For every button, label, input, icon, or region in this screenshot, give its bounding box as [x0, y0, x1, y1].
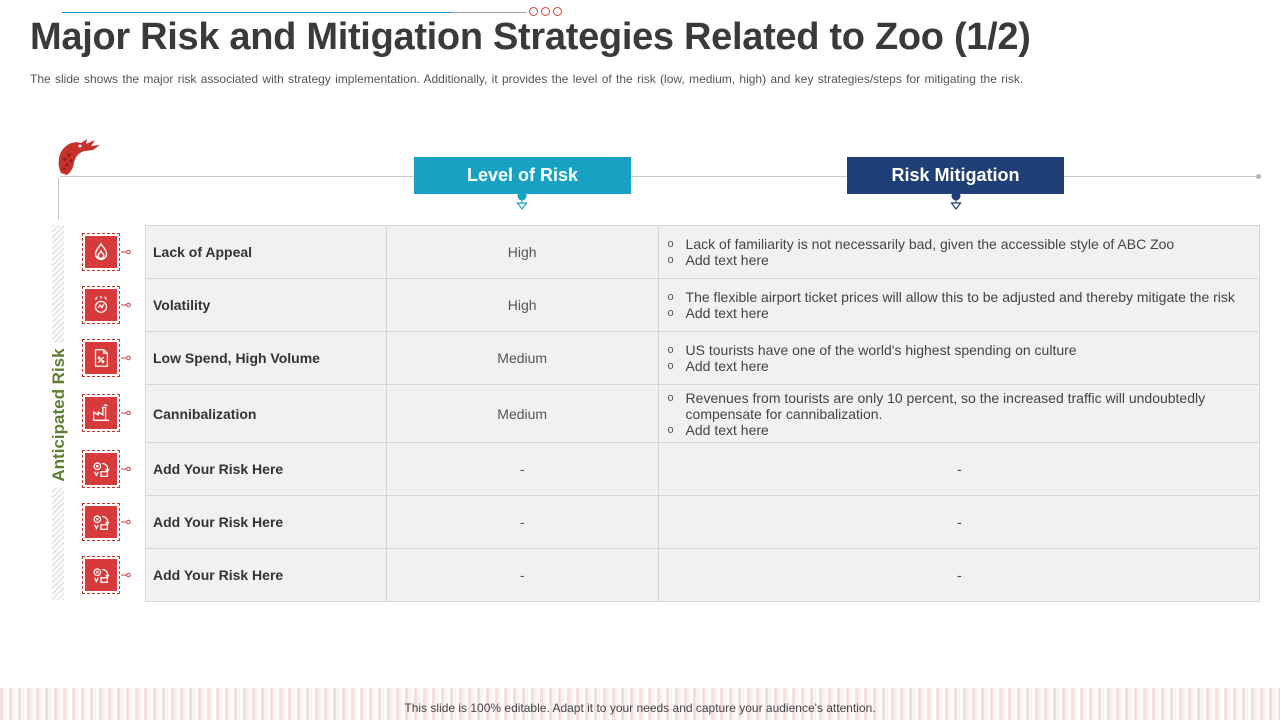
risk-icon-row [82, 225, 140, 278]
connector-icon [121, 302, 131, 307]
risk-level: - [385, 442, 659, 496]
connector-icon [121, 355, 131, 360]
table-row: Cannibalization Medium o Revenues from tour… [145, 384, 1261, 443]
top-accent-line [62, 12, 452, 13]
risk-icon-column [82, 225, 140, 601]
risk-mitigation: o Lack of familiarity is not necessarily … [657, 225, 1261, 279]
table-row: Volatility High o The flexible airport tick… [145, 278, 1261, 332]
document-percent-icon [82, 338, 120, 377]
mitigation-text: Lack of familiarity is not necessarily b… [685, 236, 1175, 252]
risk-icon-row [82, 548, 140, 601]
risk-cycle-icon [82, 449, 120, 488]
mitigation-text: Add text here [685, 305, 769, 321]
connector-icon [121, 466, 131, 471]
volatility-icon [82, 285, 120, 324]
mitigation-bullet: o Add text here [668, 422, 1251, 438]
slide-title: Major Risk and Mitigation Strategies Rel… [30, 16, 1031, 58]
risk-table: Lack of Appeal High o Lack of familiarity i… [145, 225, 1261, 602]
risk-icon-row [82, 495, 140, 548]
connector-icon [121, 249, 131, 254]
risk-mitigation: o The flexible airport ticket prices will… [657, 278, 1261, 332]
risk-icon-row [82, 278, 140, 331]
bullet-circle-icon: o [667, 254, 674, 266]
risk-icon-row [82, 384, 140, 442]
mitigation-bullet: o The flexible airport ticket prices will… [668, 289, 1251, 305]
header-rail-end [1256, 174, 1261, 179]
risk-name: Add Your Risk Here [145, 495, 387, 549]
mitigation-text: The flexible airport ticket prices will … [685, 289, 1235, 305]
mitigation-text: US tourists have one of the world's high… [685, 342, 1077, 358]
risk-mitigation: - [657, 548, 1261, 602]
connector-icon [121, 410, 131, 416]
flame-icon [82, 232, 120, 271]
risk-cycle-icon [82, 502, 120, 541]
bullet-circle-icon: o [667, 360, 674, 372]
mitigation-text: Add text here [685, 421, 769, 438]
table-row: Low Spend, High Volume Medium o US tourists… [145, 331, 1261, 385]
mitigation-bullet: o Revenues from tourists are only 10 perc… [668, 390, 1251, 422]
risk-name: Lack of Appeal [145, 225, 387, 279]
bullet-circle-icon: o [667, 344, 674, 356]
factory-icon [82, 394, 120, 432]
risk-mitigation: - [657, 442, 1261, 496]
crocodile-icon [58, 139, 100, 175]
bullet-circle-icon: o [667, 307, 674, 319]
top-accent-dots [529, 7, 562, 16]
footer-note: This slide is 100% editable. Adapt it to… [404, 701, 876, 715]
risk-mitigation: o Revenues from tourists are only 10 perc… [657, 384, 1261, 443]
bullet-circle-icon: o [667, 391, 674, 404]
bullet-circle-icon: o [667, 423, 674, 436]
table-row: Add Your Risk Here - - [145, 442, 1261, 496]
risk-name: Add Your Risk Here [145, 548, 387, 602]
connector-icon [121, 519, 131, 524]
mitigation-bullet: o US tourists have one of the world's hig… [668, 342, 1251, 358]
risk-name: Volatility [145, 278, 387, 332]
mitigation-pin-icon [950, 191, 962, 210]
mitigation-text: Add text here [685, 358, 769, 374]
footer-decoration [0, 688, 1280, 720]
risk-level: Medium [385, 384, 659, 443]
mitigation-text: Revenues from tourists are only 10 perce… [685, 389, 1206, 422]
risk-icon-row [82, 331, 140, 384]
table-row: Lack of Appeal High o Lack of familiarity i… [145, 225, 1261, 279]
risk-level: High [385, 225, 659, 279]
side-rail [58, 178, 59, 220]
top-accent-line-gray [452, 12, 526, 13]
level-of-risk-header: Level of Risk [414, 157, 631, 194]
risk-name: Cannibalization [145, 384, 387, 443]
mitigation-bullet: o Add text here [668, 252, 1251, 268]
mitigation-bullet: o Lack of familiarity is not necessarily … [668, 236, 1251, 252]
risk-level: Medium [385, 331, 659, 385]
risk-icon-row [82, 442, 140, 495]
mitigation-text: Add text here [685, 252, 769, 268]
mitigation-bullet: o Add text here [668, 305, 1251, 321]
mitigation-bullet: o Add text here [668, 358, 1251, 374]
table-row: Add Your Risk Here - - [145, 495, 1261, 549]
risk-cycle-icon [82, 555, 120, 594]
bullet-circle-icon: o [667, 291, 674, 303]
risk-name: Low Spend, High Volume [145, 331, 387, 385]
bullet-circle-icon: o [667, 238, 674, 250]
header-rail [60, 176, 1258, 177]
slide-subtitle: The slide shows the major risk associate… [30, 72, 1024, 86]
risk-level: High [385, 278, 659, 332]
risk-level: - [385, 548, 659, 602]
level-pin-icon [516, 191, 528, 210]
table-row: Add Your Risk Here - - [145, 548, 1261, 602]
risk-mitigation: - [657, 495, 1261, 549]
anticipated-risk-label: Anticipated Risk [47, 342, 71, 488]
risk-mitigation-header: Risk Mitigation [847, 157, 1064, 194]
connector-icon [121, 572, 131, 577]
risk-name: Add Your Risk Here [145, 442, 387, 496]
risk-mitigation: o US tourists have one of the world's hig… [657, 331, 1261, 385]
risk-level: - [385, 495, 659, 549]
